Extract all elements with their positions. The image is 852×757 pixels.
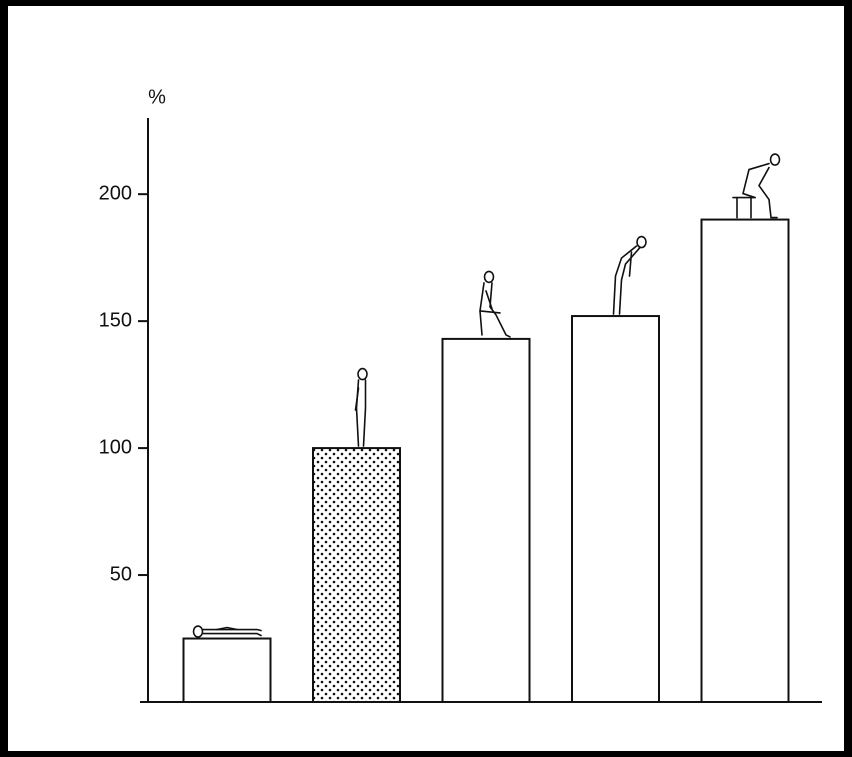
chart: % 50 100 150 200 [0,0,852,757]
bar [443,339,530,702]
y-axis-label: % [148,86,166,108]
figure-stroke [490,283,510,337]
figure-stroke [364,380,366,446]
figure-head [771,154,780,165]
bar [572,316,659,702]
figure-stroke [203,630,261,631]
y-tick-label: 100 [99,436,132,458]
figure-stroke [630,252,632,276]
bar [313,448,400,702]
y-tick-label: 200 [99,182,132,204]
figure-head [194,626,203,637]
y-tick-label: 50 [110,563,132,585]
posture-figure [356,369,368,447]
y-tick-label: 150 [99,309,132,331]
figure-head [485,271,494,282]
bar [702,220,789,702]
posture-figure [614,237,647,315]
posture-figure [480,271,510,337]
posture-figure [733,154,780,218]
figure-stroke [759,168,777,218]
figure-stroke [203,634,261,636]
figure-stroke [480,311,500,313]
bar [184,639,271,702]
figure-head [637,237,646,248]
figure-head [358,369,367,380]
figure-stroke [743,164,769,198]
posture-figure [194,626,262,637]
figure-stroke [480,283,484,335]
